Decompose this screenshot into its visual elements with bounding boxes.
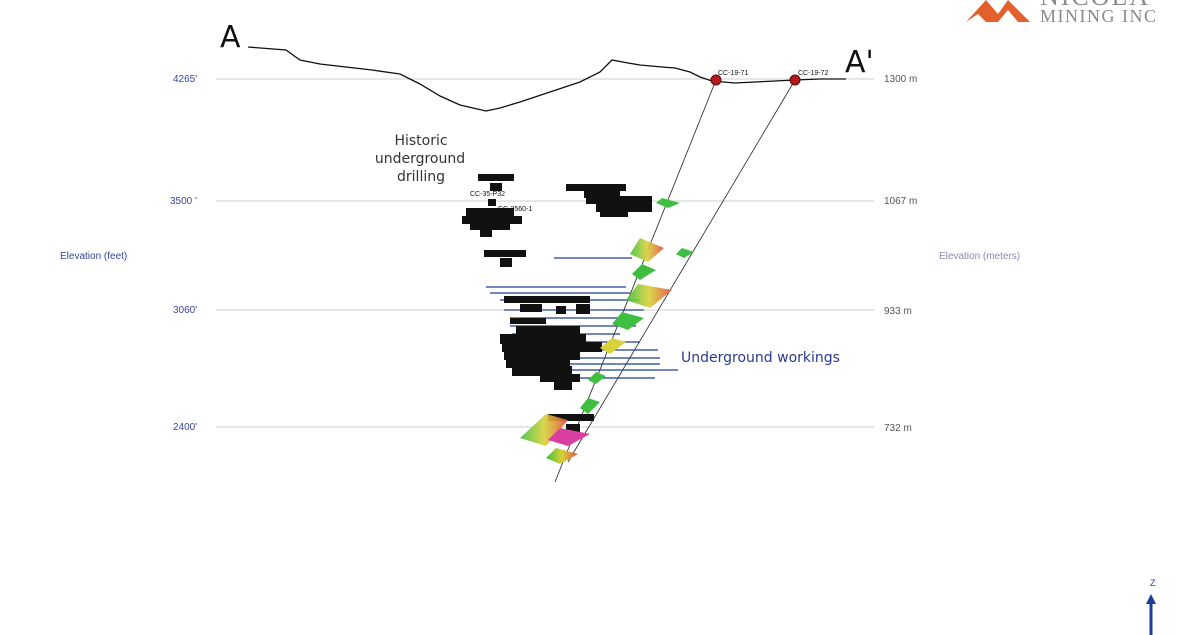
drillhole-label-cc-19-71: CC-19-71 (718, 70, 748, 77)
historic-drilling-annotation-line2: underground (375, 151, 465, 167)
feet-label-3500: 3500 ' (170, 196, 197, 207)
topographic-profile (247, 46, 846, 112)
drillhole-label-cc-19-72: CC-19-72 (798, 70, 828, 77)
orientation-axis-widget[interactable]: Z (1146, 578, 1156, 635)
collar-cc-19-71[interactable] (710, 74, 722, 86)
historic-drilling-annotation-line1: Historic (394, 133, 447, 149)
meters-label-1067: 1067 m (884, 196, 917, 207)
assay-intercepts (520, 198, 694, 464)
feet-label-2400: 2400' (173, 422, 197, 433)
intercept-bar (626, 284, 672, 308)
meters-label-732: 732 m (884, 423, 912, 434)
section-start-label: A (220, 20, 241, 55)
historic-drilling-annotation-line3: drilling (397, 169, 445, 185)
section-end-label: A' (845, 45, 874, 80)
intercept-bar (632, 264, 656, 280)
underground-workings-annotation: Underground workings (681, 350, 840, 366)
intercept-bar (600, 338, 626, 354)
feet-label-3060: 3060' (173, 305, 197, 316)
intercept-bar (656, 198, 680, 208)
logo-wordmark: NICOLA (1040, 0, 1150, 11)
left-axis-title: Elevation (feet) (60, 251, 127, 262)
collar-cc-19-72[interactable] (789, 74, 801, 86)
meters-label-933: 933 m (884, 306, 912, 317)
intercept-bar (580, 398, 600, 414)
drill-trace-cc-19-72 (567, 79, 796, 463)
intercept-bar (520, 414, 568, 446)
intercept-bar (548, 428, 590, 446)
historic-hole-label: CC-35-P32 (470, 191, 505, 198)
intercept-bar (546, 448, 578, 464)
right-axis-title: Elevation (meters) (939, 251, 1020, 262)
historic-hole-label: CC-3560-1 (498, 206, 532, 213)
intercept-bar (676, 248, 694, 258)
meters-label-1300: 1300 m (884, 74, 917, 85)
company-logo: NICOLA MINING INC (966, 0, 1158, 26)
logo-subtitle: MINING INC (1040, 6, 1158, 26)
intercept-bar (630, 238, 664, 262)
intercept-bar (588, 372, 606, 384)
z-axis-arrowhead (1146, 594, 1156, 604)
drill-trace-cc-19-71 (554, 79, 717, 483)
historic-drilling-cluster (462, 174, 652, 434)
feet-label-4265: 4265' (173, 74, 197, 85)
logo-mark (966, 0, 1030, 22)
z-axis-label: Z (1150, 578, 1156, 588)
intercept-bar (612, 312, 644, 330)
